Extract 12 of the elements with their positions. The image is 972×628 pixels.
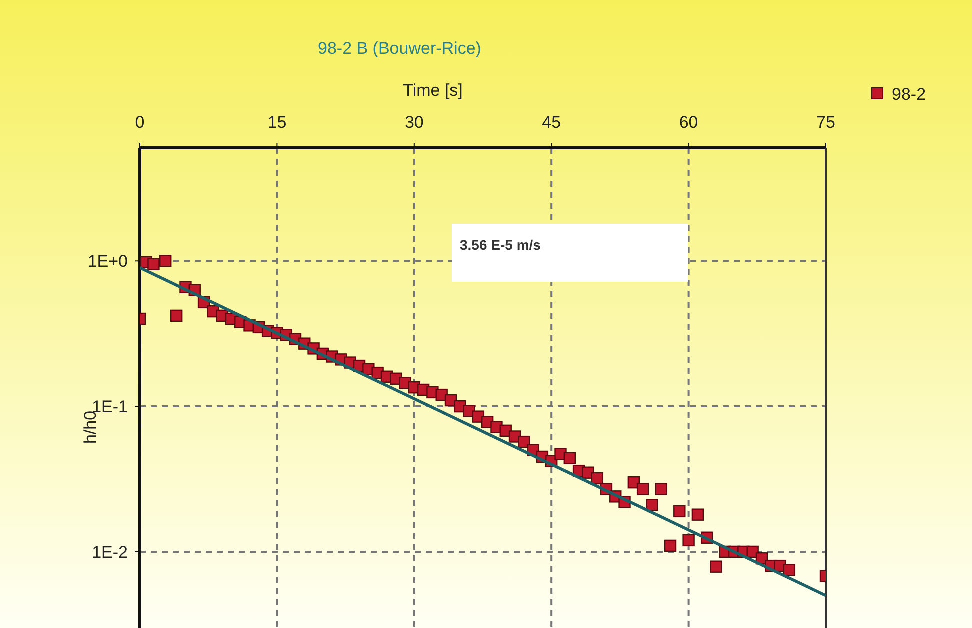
x-axis-title: Time [s] xyxy=(403,81,463,100)
x-tick-label: 30 xyxy=(404,113,424,132)
x-tick-label: 60 xyxy=(679,113,698,132)
x-tick-label: 0 xyxy=(135,113,145,132)
annotation: 3.56 E-5 m/s xyxy=(460,237,542,253)
y-tick-label: 1E-2 xyxy=(92,542,128,562)
x-tick-label: 45 xyxy=(542,113,562,132)
x-tick-label: 75 xyxy=(816,113,836,132)
y-tick-label: 1E+0 xyxy=(88,252,128,272)
legend-label: 98-2 xyxy=(892,84,926,104)
x-tick-label: 15 xyxy=(268,113,287,132)
chart-title: 98-2 B (Bouwer-Rice) xyxy=(318,39,482,58)
